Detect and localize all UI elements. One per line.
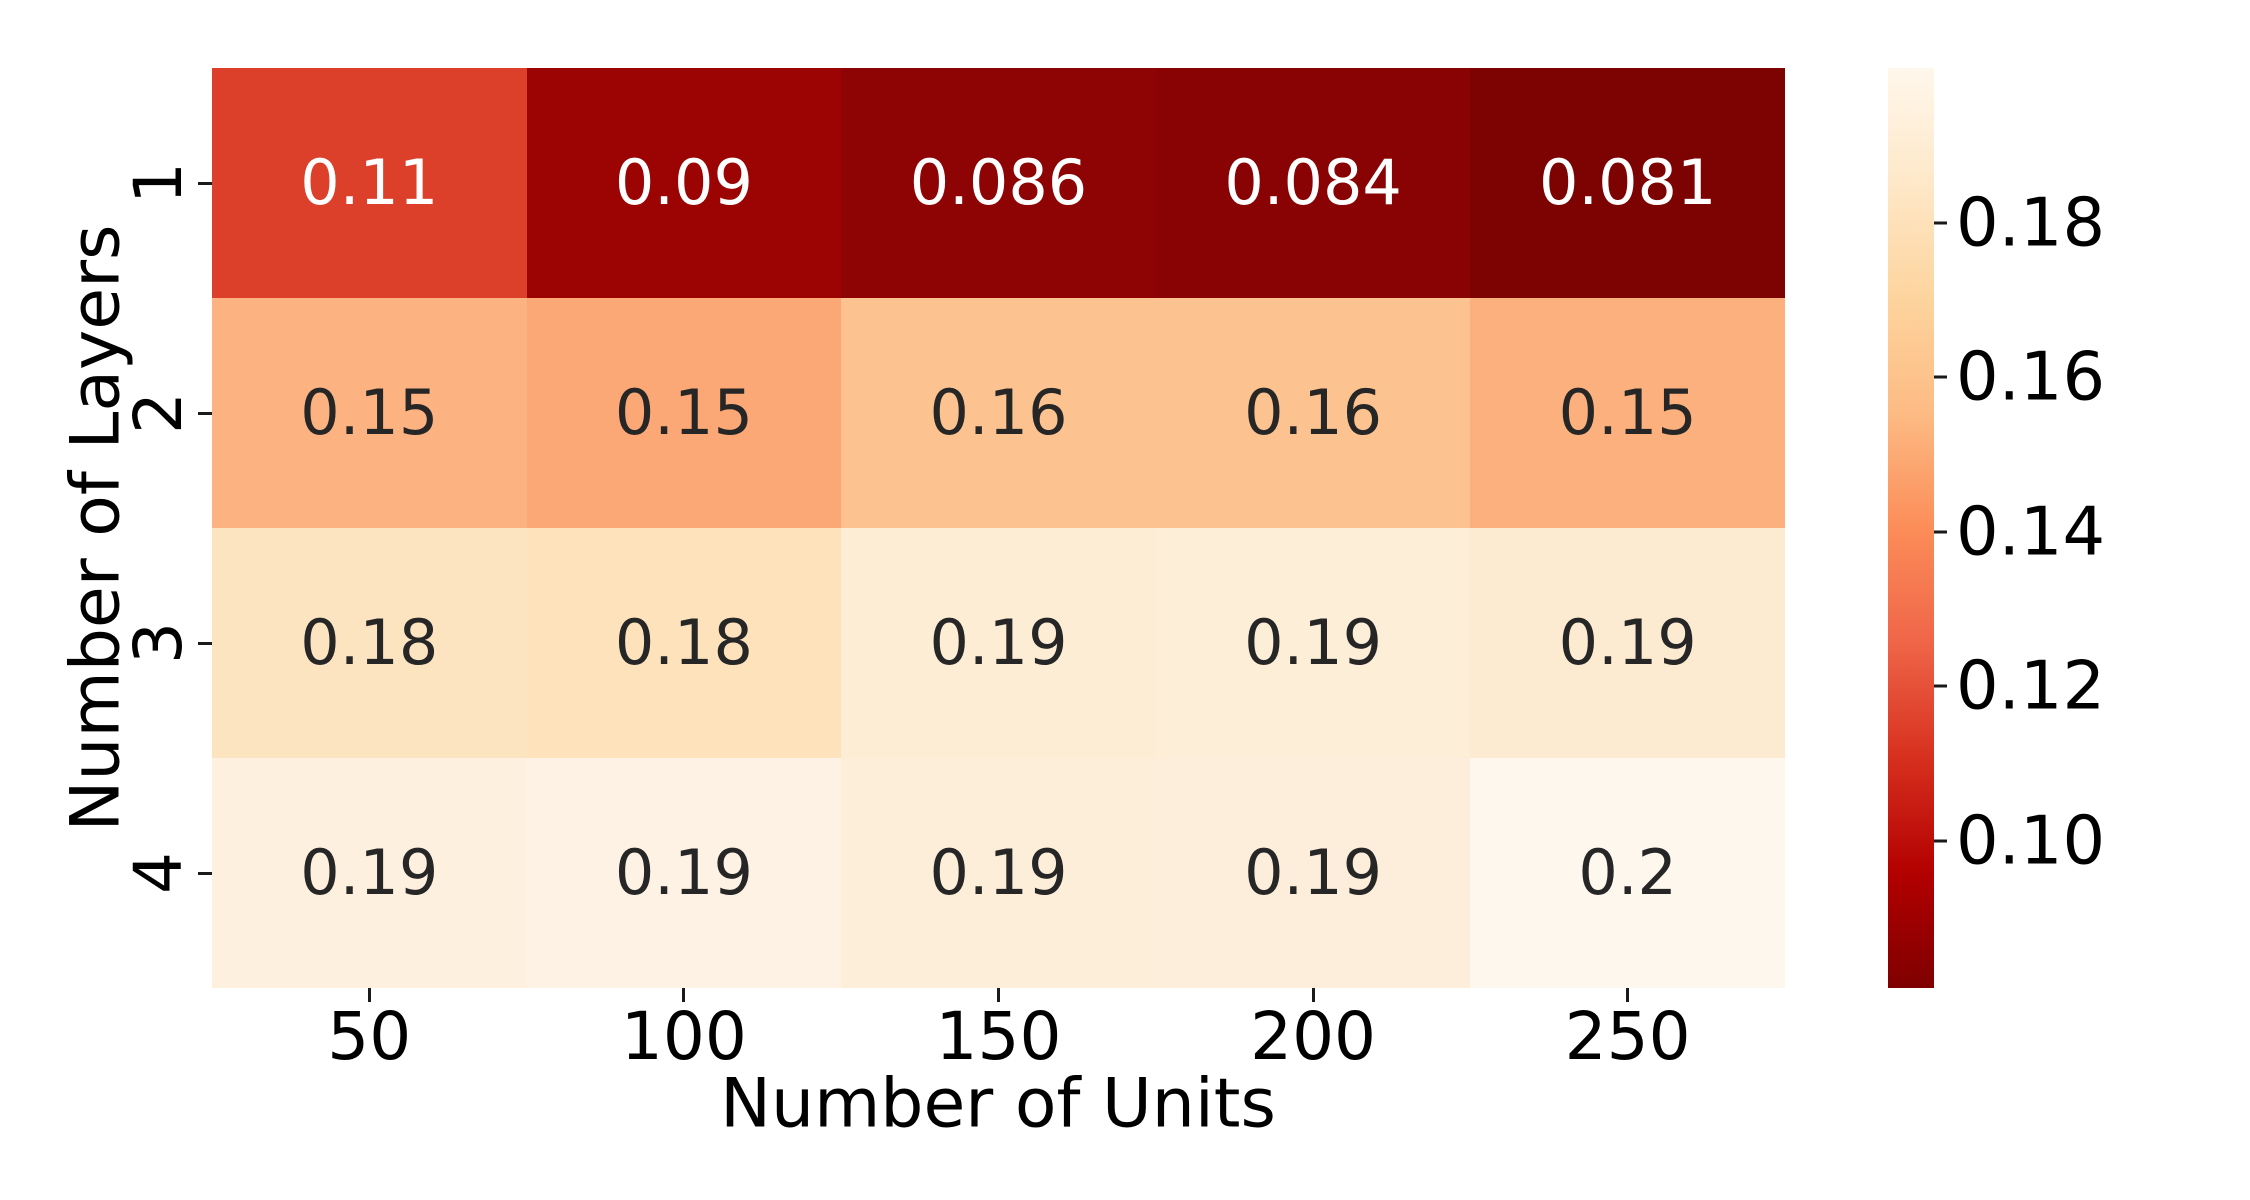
y-tick-mark <box>198 68 212 298</box>
colorbar-tick-mark <box>1934 375 1947 379</box>
x-tick-label: 50 <box>327 998 412 1075</box>
x-tick-mark <box>527 988 842 1002</box>
x-axis-tick-labels: 50 100 150 200 250 <box>212 1000 1785 1074</box>
heatmap-cell: 0.15 <box>212 298 527 528</box>
heatmap-cell: 0.19 <box>1470 528 1785 758</box>
x-axis-tick-marks <box>212 988 1785 1002</box>
colorbar-tick-label: 0.12 <box>1956 646 2106 725</box>
heatmap-cell: 0.16 <box>1155 298 1471 528</box>
y-tick-mark <box>198 298 212 528</box>
x-axis-title: Number of Units <box>720 1064 1276 1144</box>
heatmap-cell: 0.19 <box>1155 528 1471 758</box>
x-tick-mark <box>841 988 1156 1002</box>
heatmap-cell: 0.18 <box>526 528 842 758</box>
colorbar-tick-mark <box>1934 530 1947 534</box>
heatmap-cell: 0.19 <box>841 528 1156 758</box>
heatmap-cell: 0.19 <box>212 758 527 988</box>
x-tick-label: 250 <box>1564 998 1691 1075</box>
x-tick-mark <box>212 988 527 1002</box>
colorbar-tick-mark <box>1934 684 1947 688</box>
heatmap-cell: 0.086 <box>841 68 1156 298</box>
heatmap-cell: 0.11 <box>212 68 527 298</box>
colorbar-tick-label: 0.14 <box>1956 492 2106 571</box>
y-tick-mark <box>198 758 212 988</box>
heatmap-cell: 0.18 <box>212 528 527 758</box>
colorbar-tick-label: 0.16 <box>1956 337 2106 416</box>
heatmap-grid: 0.11 0.09 0.086 0.084 0.081 0.15 0.15 0.16 0.16 0… <box>212 68 1785 988</box>
heatmap-cell: 0.19 <box>1155 758 1471 988</box>
heatmap-cell: 0.09 <box>526 68 842 298</box>
heatmap-cell: 0.19 <box>841 758 1156 988</box>
colorbar-tick-label: 0.10 <box>1956 801 2106 880</box>
x-tick-mark <box>1470 988 1785 1002</box>
colorbar-gradient <box>1888 68 1934 988</box>
heatmap-cell: 0.16 <box>841 298 1156 528</box>
heatmap-cell: 0.15 <box>1470 298 1785 528</box>
y-axis-title: Number of Layers <box>56 224 136 832</box>
x-tick-mark <box>1156 988 1471 1002</box>
heatmap-cell: 0.2 <box>1470 758 1785 988</box>
heatmap-cell: 0.19 <box>526 758 842 988</box>
y-axis-tick-marks <box>198 68 212 988</box>
colorbar-ticks: 0.18 0.16 0.14 0.12 0.10 <box>1934 68 2250 988</box>
colorbar-tick-label: 0.18 <box>1956 183 2106 262</box>
x-tick-label: 200 <box>1250 998 1377 1075</box>
x-tick-label: 100 <box>620 998 747 1075</box>
heatmap-cell: 0.15 <box>526 298 842 528</box>
heatmap-cell: 0.084 <box>1155 68 1471 298</box>
x-tick-label: 150 <box>935 998 1062 1075</box>
colorbar-tick-mark <box>1934 221 1947 225</box>
y-tick-mark <box>198 528 212 758</box>
colorbar-tick-mark <box>1934 839 1947 843</box>
heatmap-cell: 0.081 <box>1470 68 1785 298</box>
